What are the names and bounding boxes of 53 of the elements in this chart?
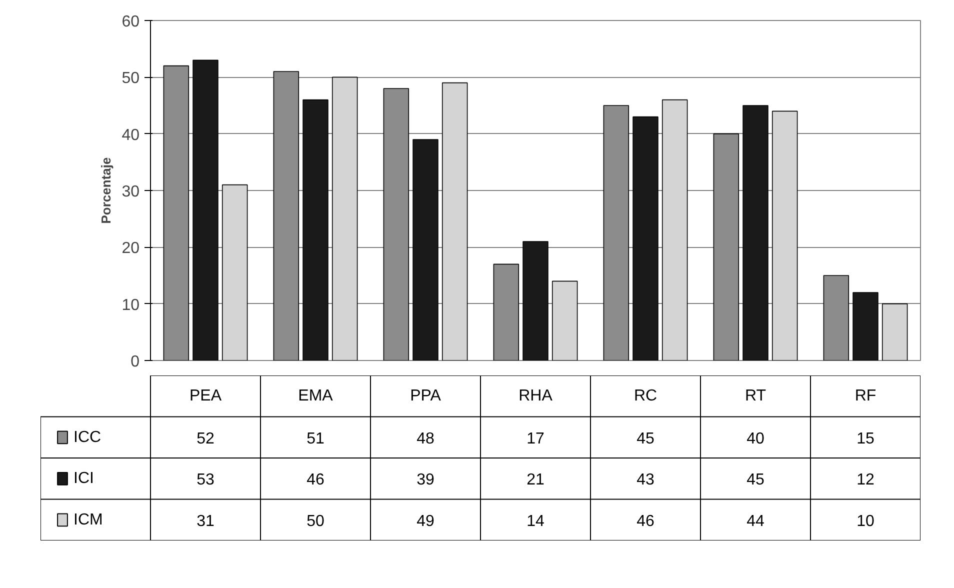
data-label: 40 (746, 430, 764, 448)
bar (852, 292, 878, 360)
bar (442, 82, 468, 360)
bar (552, 280, 578, 360)
y-axis-title: Porcentaje (98, 157, 114, 224)
data-label: 10 (856, 512, 874, 530)
data-label: 46 (636, 512, 654, 530)
y-tick-label: 50 (122, 70, 140, 88)
data-label: 39 (416, 472, 434, 489)
x-tick-label: RT (744, 388, 766, 405)
data-label: 15 (856, 430, 874, 448)
bar (302, 99, 328, 360)
bar (662, 99, 688, 360)
bar (222, 184, 248, 360)
y-tick-label: 30 (122, 184, 140, 200)
legend-label: ICC (74, 428, 102, 446)
bar (522, 241, 548, 360)
bar (742, 105, 768, 360)
data-label: 46 (306, 472, 324, 489)
legend-label: ICM (74, 511, 103, 528)
y-tick-label: 60 (122, 14, 140, 30)
data-label: 14 (526, 512, 544, 530)
data-label: 51 (306, 430, 324, 448)
x-tick-label: PEA (189, 388, 222, 405)
data-label: 48 (416, 430, 434, 448)
x-tick-label: RHA (518, 388, 553, 405)
bar (332, 76, 358, 360)
x-tick-label: RF (854, 388, 876, 405)
bar (772, 110, 798, 360)
bar (412, 139, 438, 360)
data-label: 12 (856, 472, 874, 489)
y-tick-label: 0 (130, 354, 140, 370)
legend-label: ICI (74, 470, 94, 488)
x-tick-label: EMA (298, 388, 334, 405)
data-label: 21 (526, 472, 544, 489)
y-tick-label: 10 (122, 296, 140, 314)
data-label: 53 (196, 472, 214, 489)
y-tick-label: 20 (122, 240, 140, 258)
data-label: 43 (636, 472, 654, 489)
data-label: 52 (196, 430, 214, 448)
x-tick-label: RC (634, 388, 658, 405)
bar (632, 116, 658, 360)
data-label: 44 (746, 512, 764, 530)
data-label: 31 (196, 512, 214, 530)
bar (192, 60, 218, 360)
data-label: 45 (636, 430, 654, 448)
data-label: 45 (746, 472, 764, 489)
y-tick-label: 40 (122, 126, 140, 144)
data-label: 17 (526, 430, 544, 448)
x-tick-label: PPA (410, 388, 442, 405)
bar (882, 303, 908, 360)
data-label: 49 (416, 512, 434, 530)
data-label: 50 (306, 512, 324, 530)
